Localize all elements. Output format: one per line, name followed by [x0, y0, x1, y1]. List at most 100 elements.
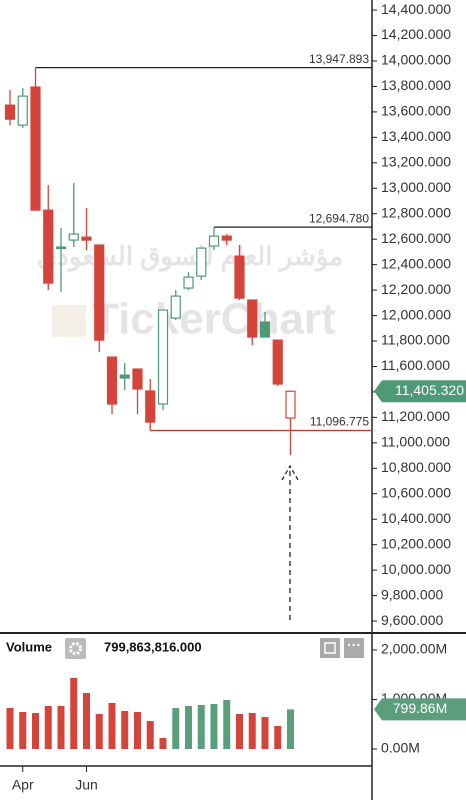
- watermark-logo: [52, 305, 86, 337]
- arrow: [281, 464, 299, 620]
- settings-button[interactable]: [65, 638, 86, 659]
- watermark-brand: TickerChart: [92, 295, 336, 344]
- volume-bar: [146, 720, 154, 749]
- candle: [4, 90, 16, 126]
- volume-readout: 799,863,816.000: [104, 639, 202, 654]
- y-tick-label: 12,200.000: [381, 281, 451, 297]
- level-label: 13,947.893: [309, 52, 369, 66]
- candle-body: [221, 235, 232, 241]
- y-tick-label: 13,400.000: [381, 128, 451, 144]
- y-tick-label: 10,200.000: [381, 535, 451, 551]
- candle: [55, 228, 67, 293]
- volume-bar: [19, 712, 27, 749]
- watermark: مؤشر العام للسوق السعودي TickerChart: [37, 241, 343, 344]
- y-tick-label: 13,800.000: [381, 77, 451, 93]
- y-tick-label: 11,800.000: [381, 332, 450, 348]
- candle: [183, 272, 194, 291]
- candle: [170, 290, 181, 321]
- y-tick-label: 12,800.000: [381, 204, 451, 220]
- level-label: 12,694.780: [309, 211, 369, 225]
- candle-body: [285, 390, 296, 419]
- candle-body: [208, 235, 220, 247]
- candle: [81, 208, 92, 251]
- candle-body: [4, 104, 16, 120]
- more-button[interactable]: ···: [344, 637, 364, 658]
- volume-bar: [121, 710, 129, 749]
- maximize-button[interactable]: [320, 638, 340, 658]
- candle: [132, 368, 143, 415]
- volume-bar: [134, 712, 141, 749]
- y-tick-label: 14,000.000: [381, 52, 451, 68]
- watermark-title: مؤشر العام للسوق السعودي: [37, 241, 343, 272]
- candle: [247, 299, 258, 346]
- candle-body: [234, 255, 245, 299]
- candle-body: [132, 368, 143, 390]
- candle-body: [119, 374, 130, 379]
- y-tick-label: 14,400.000: [381, 1, 451, 17]
- candle: [68, 183, 79, 248]
- last-price-tag: [374, 380, 466, 403]
- candle-body: [157, 309, 169, 405]
- y-tick-label: 13,200.000: [381, 154, 451, 170]
- volume-bar: [261, 717, 269, 749]
- volume-bar: [32, 713, 39, 749]
- candle-body: [81, 236, 92, 241]
- y-tick-label: 10,400.000: [381, 510, 451, 526]
- y-tick-label: 12,600.000: [381, 230, 451, 246]
- candle-body: [272, 339, 283, 385]
- candle-body: [170, 295, 181, 319]
- last-volume-label: 799.86M: [393, 700, 447, 716]
- candle-body: [106, 356, 118, 405]
- candle: [259, 312, 271, 338]
- candle: [17, 88, 28, 129]
- volume-bar: [248, 713, 256, 749]
- volume-bar: [108, 703, 116, 749]
- volume-bar: [83, 693, 90, 749]
- candle: [272, 339, 283, 387]
- candle: [30, 67, 41, 211]
- volume-bar: [57, 705, 65, 749]
- last-price-label: 11,405.320: [395, 382, 464, 398]
- y-tick-label: 9,800.000: [381, 586, 443, 602]
- candle-body: [196, 247, 207, 277]
- volume-bar: [159, 738, 167, 749]
- y-tick-label: 13,000.000: [381, 179, 451, 195]
- candle-body: [17, 95, 28, 126]
- candle: [221, 234, 232, 246]
- candle: [157, 309, 169, 411]
- y-tick-label: 11,600.000: [381, 357, 450, 373]
- volume-bar: [197, 704, 205, 749]
- level-label: 11,096.775: [310, 415, 369, 429]
- candle: [106, 356, 118, 415]
- y-tick-label: 2,000.00M: [381, 641, 447, 657]
- y-tick-label: 12,400.000: [381, 255, 451, 271]
- candle-body: [55, 246, 67, 250]
- volume-bar: [236, 713, 243, 749]
- candle: [119, 363, 130, 391]
- volume-bar: [44, 705, 52, 749]
- candle: [145, 379, 156, 431]
- y-tick-label: 11,000.000: [381, 434, 450, 450]
- candle: [43, 185, 54, 291]
- volume-title: Volume: [6, 639, 52, 654]
- volume-bar: [6, 708, 14, 749]
- candle: [196, 247, 207, 281]
- candle: [94, 244, 105, 353]
- y-tick-label: 0.00M: [381, 740, 420, 756]
- volume-bar: [95, 713, 103, 749]
- volume-bar: [185, 705, 192, 749]
- volume-bar: [287, 709, 294, 749]
- candle-body: [30, 86, 41, 211]
- y-tick-label: 10,000.000: [381, 561, 451, 577]
- last-volume-tag: [374, 698, 466, 721]
- y-tick-label: 10,800.000: [381, 459, 451, 475]
- candle-body: [43, 209, 54, 284]
- y-tick-label: 10,600.000: [381, 484, 451, 500]
- y-tick-label: 14,200.000: [381, 26, 451, 42]
- candle-body: [183, 276, 194, 289]
- candle-body: [145, 390, 156, 423]
- candle-body: [68, 233, 79, 241]
- candle: [208, 227, 220, 251]
- y-tick-label: 13,600.000: [381, 103, 451, 119]
